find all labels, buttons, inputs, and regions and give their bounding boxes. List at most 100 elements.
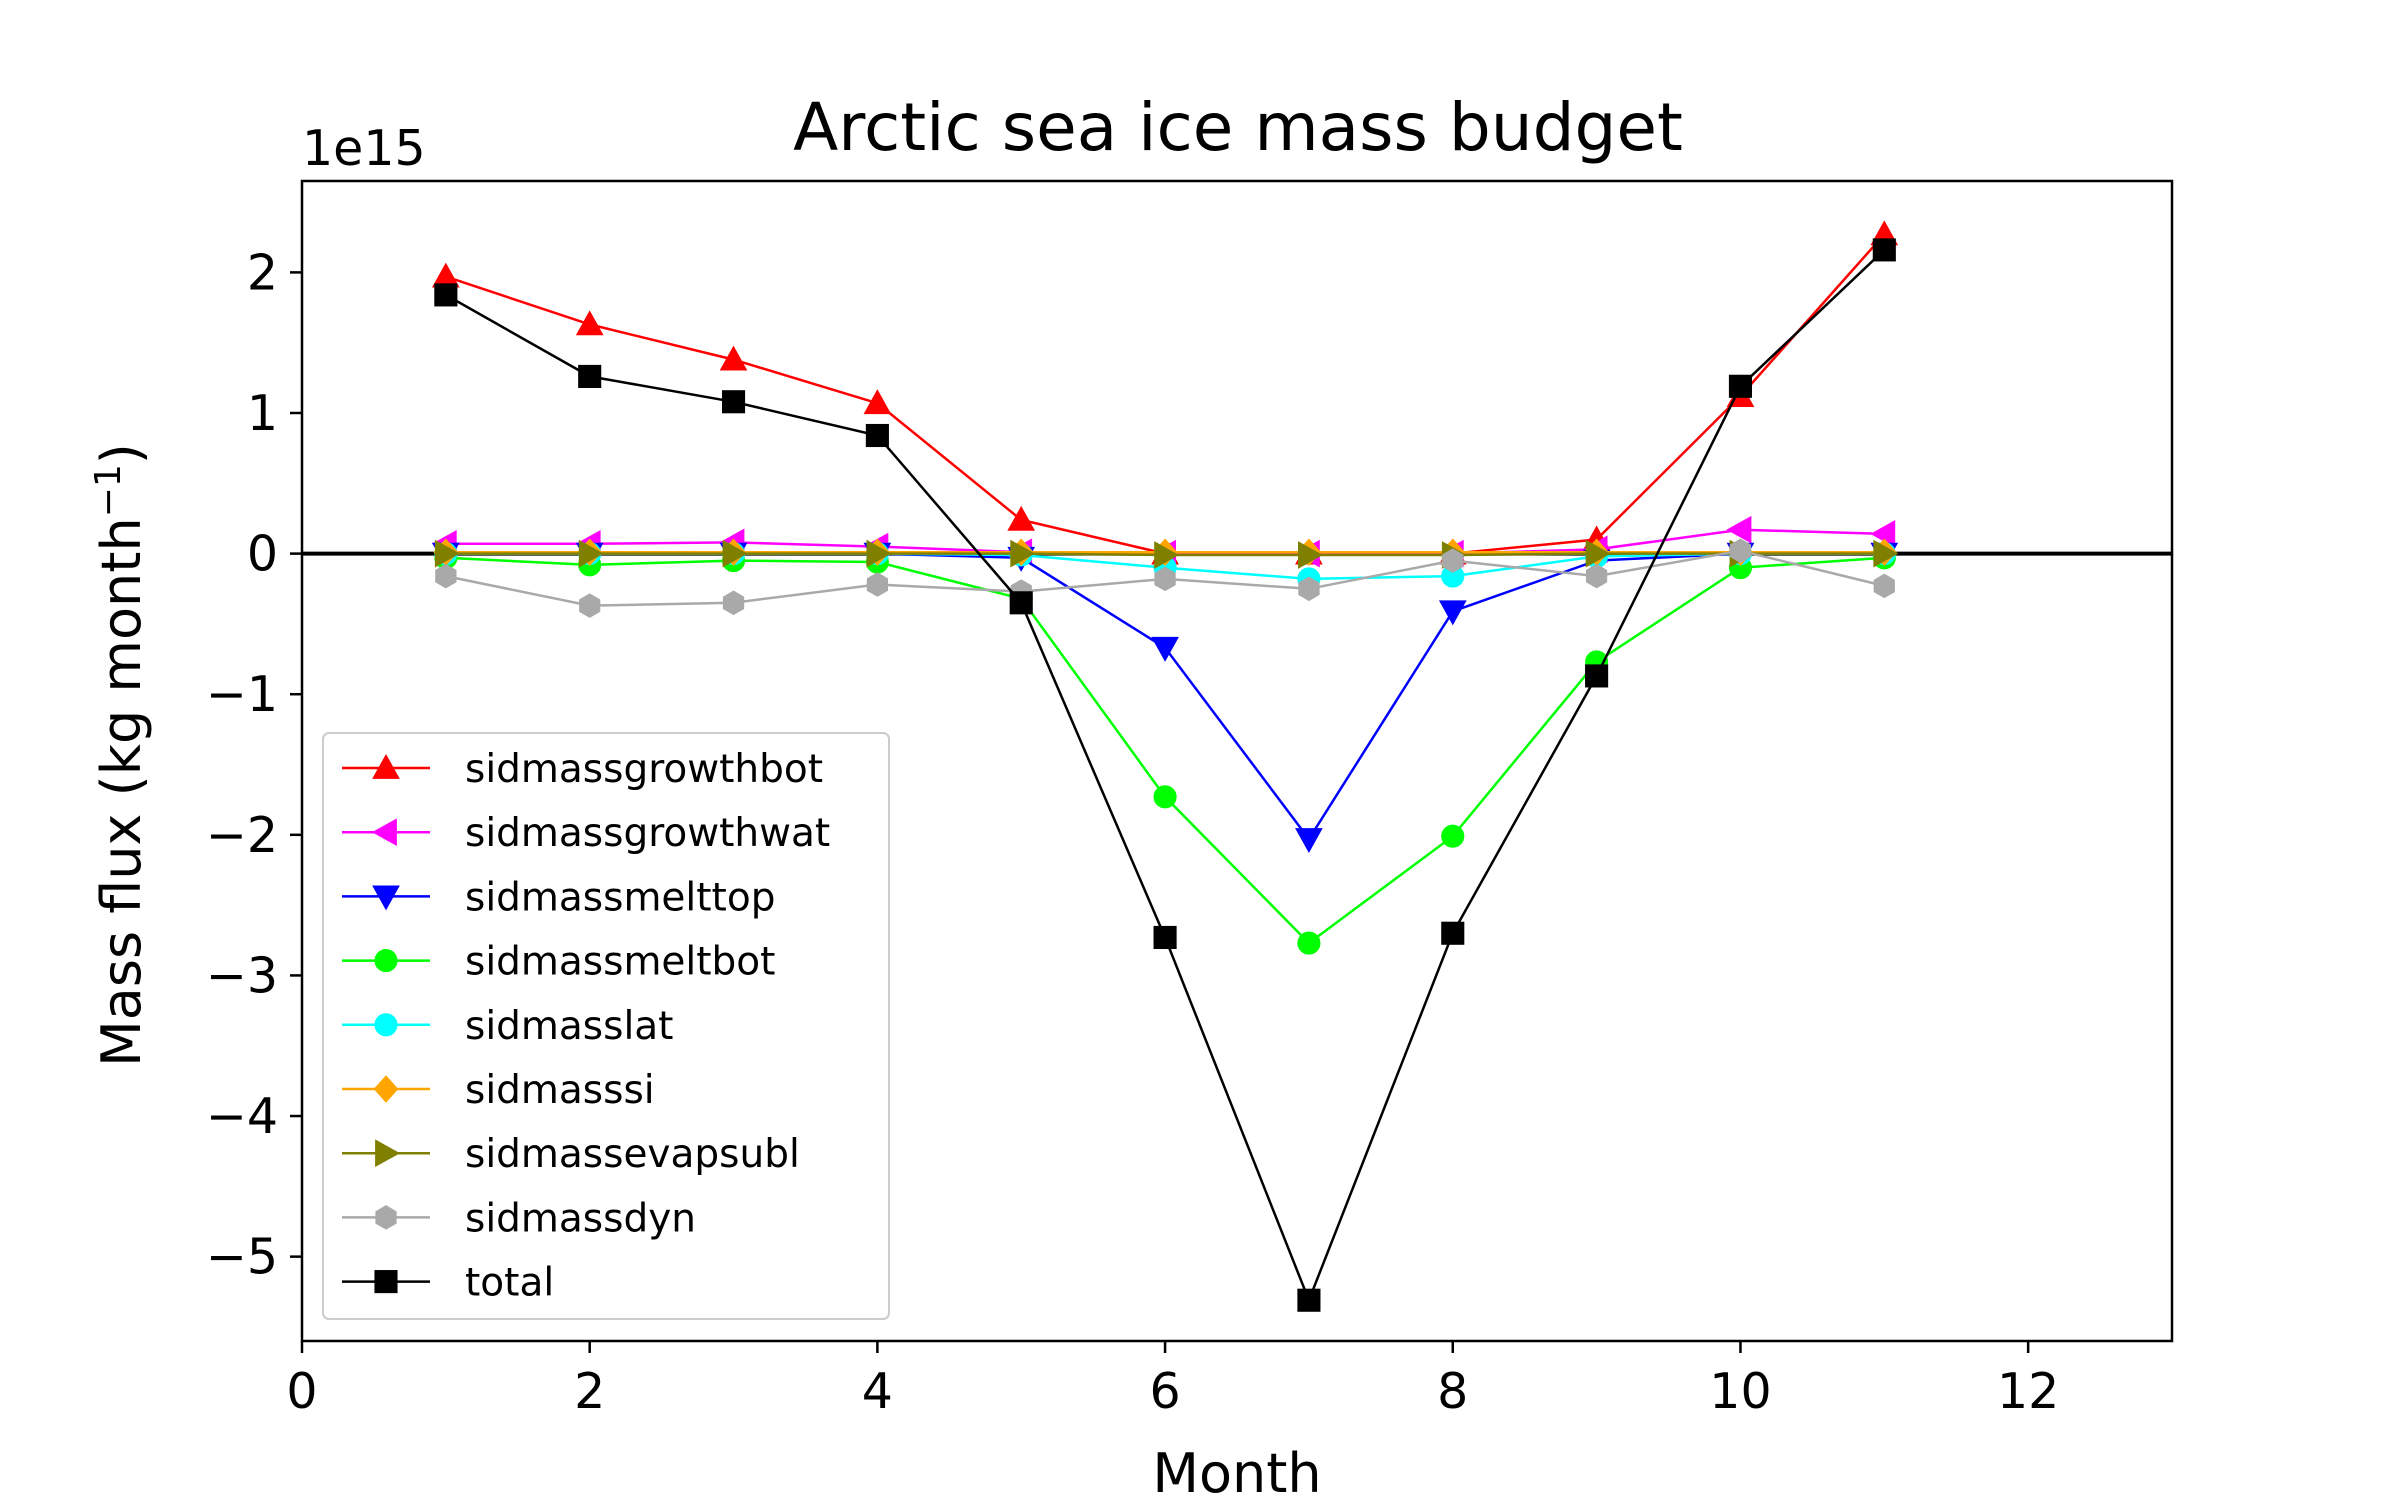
legend-item-sidmasssi: sidmasssi — [342, 1068, 655, 1113]
plot-area — [300, 179, 2174, 1343]
data-point-sidmassgrowthbot — [1007, 505, 1036, 531]
data-point-sidmassmeltbot — [1441, 824, 1465, 848]
data-point-sidmassevapsubl — [434, 539, 460, 568]
legend-item-sidmassdyn: sidmassdyn — [342, 1196, 696, 1241]
x-axis: 0 2 4 6 8 10 12 — [286, 1341, 2059, 1420]
series-total — [434, 238, 1896, 1312]
series-line-sidmassgrowthbot — [445, 233, 1886, 555]
y-axis-label: Mass flux (kg month−1) — [88, 443, 153, 1067]
data-point-sidmassevapsubl — [1298, 541, 1323, 569]
data-point-sidmassdyn — [1729, 538, 1752, 564]
legend-label: total — [465, 1261, 554, 1306]
data-point-sidmassevapsubl — [1154, 541, 1180, 569]
y-axis-label-main: Mass flux (kg month — [90, 517, 153, 1067]
plot-frame — [300, 179, 2174, 1343]
legend-marker — [373, 1075, 399, 1103]
legend-marker — [372, 753, 400, 779]
y-axis: 2 1 0 −1 −2 −3 −4 −5 — [206, 244, 302, 1286]
legend-label: sidmassgrowthwat — [465, 811, 830, 856]
legend-label: sidmassmeltbot — [465, 940, 775, 985]
legend-item-sidmasslat: sidmasslat — [342, 1004, 673, 1049]
legend-label: sidmassevapsubl — [465, 1132, 800, 1177]
legend-box — [322, 732, 890, 1320]
legend-marker — [374, 1013, 398, 1037]
legend-marker — [372, 885, 400, 911]
data-point-sidmassevapsubl — [1010, 539, 1036, 568]
y-tick-label: −4 — [206, 1088, 278, 1145]
data-point-total — [1009, 591, 1033, 615]
legend-marker — [374, 949, 398, 973]
data-point-total — [434, 283, 458, 307]
data-point-total — [1153, 925, 1177, 950]
legend-item-sidmassgrowthwat: sidmassgrowthwat — [342, 811, 830, 856]
legend-label: sidmasslat — [465, 1004, 673, 1049]
data-point-sidmassdyn — [866, 572, 888, 597]
data-point-total — [1585, 664, 1609, 688]
y-tick-label: 2 — [247, 244, 278, 301]
data-point-sidmassgrowthwat — [1726, 515, 1752, 544]
data-point-sidmassevapsubl — [866, 539, 892, 568]
data-point-sidmassdyn — [1873, 573, 1895, 599]
legend-item-sidmassgrowthbot: sidmassgrowthbot — [342, 747, 823, 792]
data-point-total — [578, 364, 602, 388]
x-tick-label: 6 — [1149, 1363, 1180, 1420]
legend-label: sidmasssi — [465, 1068, 655, 1113]
data-point-sidmassdyn — [722, 590, 745, 616]
x-tick-label: 10 — [1709, 1363, 1771, 1420]
y-offset-label: 1e15 — [302, 120, 426, 177]
data-point-sidmassgrowthbot — [575, 310, 604, 336]
x-tick-label: 12 — [1997, 1363, 2059, 1420]
data-point-sidmassevapsubl — [578, 539, 604, 568]
legend-item-total: total — [342, 1261, 554, 1306]
data-point-sidmassgrowthbot — [863, 389, 892, 415]
series-layer — [431, 220, 1899, 1312]
legend-label: sidmassmelttop — [465, 875, 775, 920]
data-point-sidmassdyn — [1442, 548, 1464, 573]
series-sidmassdyn — [435, 538, 1895, 618]
legend-item-sidmassmelttop: sidmassmelttop — [342, 875, 775, 920]
data-point-total — [1872, 238, 1896, 262]
y-tick-label: 0 — [247, 526, 278, 583]
legend: sidmassgrowthbot sidmassgrowthwat sidmassm… — [322, 732, 890, 1320]
legend-marker — [375, 1139, 401, 1168]
y-tick-label: −3 — [206, 947, 278, 1004]
data-point-sidmassmelttop — [1151, 636, 1179, 662]
data-point-sidmassmelttop — [1438, 600, 1467, 626]
legend-marker — [371, 818, 397, 847]
data-point-total — [1441, 921, 1465, 945]
data-point-sidmassgrowthbot — [719, 345, 748, 371]
legend-items: sidmassgrowthbot sidmassgrowthwat sidmassm… — [342, 747, 830, 1306]
y-axis-label-exponent: −1 — [88, 464, 129, 517]
data-point-sidmassdyn — [1586, 563, 1608, 589]
data-point-total — [865, 423, 889, 448]
data-point-sidmassdyn — [579, 593, 601, 618]
data-point-sidmassevapsubl — [722, 539, 748, 568]
data-point-sidmassevapsubl — [1873, 539, 1899, 568]
y-tick-label: −2 — [206, 807, 278, 864]
data-point-sidmassmeltbot — [1153, 785, 1177, 809]
data-point-sidmassdyn — [435, 563, 457, 589]
data-point-sidmassdyn — [1298, 576, 1320, 602]
legend-marker — [375, 1205, 397, 1230]
data-point-sidmassevapsubl — [1585, 539, 1611, 568]
data-point-sidmassmelttop — [1295, 828, 1323, 854]
x-axis-label: Month — [1152, 1442, 1321, 1500]
y-tick-label: −1 — [206, 666, 278, 723]
x-tick-label: 4 — [862, 1363, 893, 1420]
data-point-total — [721, 390, 746, 414]
data-point-sidmassdyn — [1154, 566, 1176, 592]
legend-item-sidmassmeltbot: sidmassmeltbot — [342, 940, 775, 985]
legend-label: sidmassdyn — [465, 1196, 696, 1241]
data-point-total — [1728, 374, 1753, 398]
y-axis-label-close: ) — [90, 443, 153, 464]
y-tick-label: 1 — [247, 385, 278, 442]
data-point-sidmassmeltbot — [1297, 931, 1321, 955]
chart-title: Arctic sea ice mass budget — [793, 89, 1683, 166]
x-tick-label: 2 — [574, 1363, 605, 1420]
legend-label: sidmassgrowthbot — [465, 747, 823, 792]
x-tick-label: 0 — [286, 1363, 317, 1420]
data-point-total — [1297, 1288, 1321, 1312]
legend-marker — [374, 1270, 398, 1294]
y-tick-label: −5 — [206, 1229, 278, 1286]
legend-item-sidmassevapsubl: sidmassevapsubl — [342, 1132, 800, 1177]
